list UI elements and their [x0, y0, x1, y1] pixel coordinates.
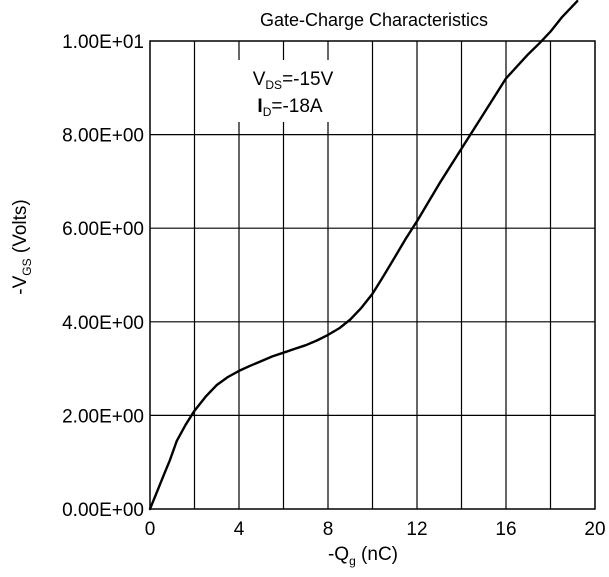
y-axis-label: -VGS (Volts)	[10, 199, 34, 294]
x-axis-label-prefix: -Q	[328, 544, 349, 565]
annotation-box	[236, 60, 354, 122]
annotation-id-prefix: I	[257, 96, 262, 117]
series-line	[148, 0, 579, 511]
y-tick-label: 0.00E+00	[62, 500, 144, 521]
y-axis-label-sub: GS	[20, 258, 34, 275]
x-tick-label: 20	[584, 519, 605, 540]
annotation-vds: VDS=-15V	[253, 69, 334, 92]
annotation-vds-sub: DS	[265, 78, 282, 92]
x-axis-label-sub: g	[349, 554, 356, 568]
y-tick-label: 4.00E+00	[62, 313, 144, 334]
annotation-id-suffix: =-18A	[271, 96, 323, 117]
y-axis-label-prefix: -V	[10, 275, 31, 294]
plot-frame	[149, 40, 596, 510]
y-tick-label: 2.00E+00	[62, 406, 144, 427]
annotation-vds-prefix: V	[253, 69, 266, 90]
x-axis-label: -Qg (nC)	[328, 544, 398, 568]
annotation-vds-suffix: =-15V	[282, 69, 334, 90]
x-axis-label-suffix: (nC)	[356, 544, 398, 565]
chart-title: Gate-Charge Characteristics	[260, 10, 488, 30]
annotation-id: ID=-18A	[257, 96, 323, 119]
y-axis-label-suffix: (Volts)	[10, 199, 31, 258]
x-tick-labels: 0 4 8 12 16 20	[145, 519, 606, 540]
x-tick-label: 12	[406, 519, 427, 540]
x-tick-label: 4	[234, 519, 245, 540]
y-tick-label: 1.00E+01	[62, 32, 144, 53]
x-tick-label: 0	[145, 519, 156, 540]
grid-layer	[150, 41, 595, 509]
y-tick-label: 6.00E+00	[62, 219, 144, 240]
x-tick-label: 16	[495, 519, 516, 540]
y-tick-labels: 0.00E+00 2.00E+00 4.00E+00 6.00E+00 8.00E+00…	[62, 32, 144, 521]
annotation-id-sub: D	[263, 105, 272, 119]
x-tick-label: 8	[323, 519, 334, 540]
series-layer	[148, 0, 579, 511]
y-tick-label: 8.00E+00	[62, 126, 144, 147]
